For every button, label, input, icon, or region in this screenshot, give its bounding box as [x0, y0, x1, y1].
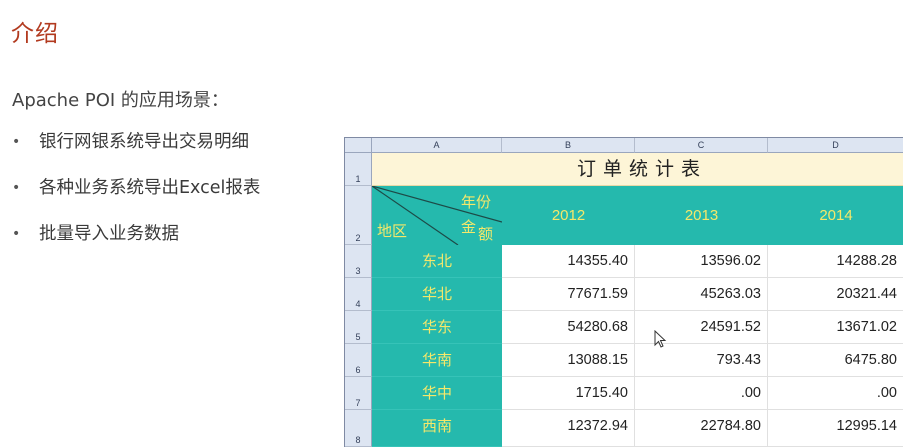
value-cell[interactable]: 14288.28: [768, 245, 903, 278]
value-cell[interactable]: 12372.94: [502, 410, 635, 447]
value-cell[interactable]: 24591.52: [635, 311, 768, 344]
select-all-corner[interactable]: [345, 138, 372, 153]
value-cell[interactable]: 1715.40: [502, 377, 635, 410]
bullet-text: 各种业务系统导出Excel报表: [39, 178, 261, 198]
row-header-7[interactable]: 7: [345, 377, 372, 410]
region-cell[interactable]: 西南: [372, 410, 502, 447]
column-header-d[interactable]: D: [768, 138, 903, 153]
value-cell[interactable]: 6475.80: [768, 344, 903, 377]
column-header-a[interactable]: A: [372, 138, 502, 153]
region-cell[interactable]: 华南: [372, 344, 502, 377]
bullet-list: • 银行网银系统导出交易明细 • 各种业务系统导出Excel报表 • 批量导入业务数据: [12, 131, 260, 269]
header-year-label: 年份: [461, 194, 492, 211]
spreadsheet-image: A B C D 1 2 3 4 5 6 7 8 订单统计表 年份 金 额 地区 …: [344, 137, 903, 447]
list-item: • 批量导入业务数据: [12, 223, 260, 269]
value-cell[interactable]: 77671.59: [502, 278, 635, 311]
year-header-cell[interactable]: 2014: [819, 207, 853, 224]
bullet-icon: •: [12, 226, 21, 242]
header-row: [372, 186, 903, 245]
bullet-text: 银行网银系统导出交易明细: [39, 132, 249, 152]
page-subtitle: Apache POI 的应用场景：: [12, 90, 229, 111]
bullet-text: 批量导入业务数据: [39, 224, 179, 244]
region-cell[interactable]: 东北: [372, 245, 502, 278]
value-cell[interactable]: 22784.80: [635, 410, 768, 447]
value-cell[interactable]: 20321.44: [768, 278, 903, 311]
diagonal-header-cell[interactable]: 年份 金 额 地区: [372, 186, 502, 245]
year-header-cell[interactable]: 2012: [551, 207, 586, 224]
list-item: • 银行网银系统导出交易明细: [12, 131, 260, 177]
region-cell[interactable]: 华东: [372, 311, 502, 344]
value-cell[interactable]: 13596.02: [635, 245, 768, 278]
value-cell[interactable]: 54280.68: [502, 311, 635, 344]
row-header-1[interactable]: 1: [345, 153, 372, 186]
row-header-2[interactable]: 2: [345, 186, 372, 245]
header-amount-label: 金: [461, 219, 477, 236]
bullet-icon: •: [12, 180, 21, 196]
table-title-cell[interactable]: 订单统计表: [372, 153, 903, 186]
row-header-6[interactable]: 6: [345, 344, 372, 377]
list-item: • 各种业务系统导出Excel报表: [12, 177, 260, 223]
header-region-label: 地区: [377, 223, 408, 240]
header-amount-label-2: 额: [478, 226, 494, 243]
value-cell[interactable]: .00: [635, 377, 768, 410]
region-cell[interactable]: 华中: [372, 377, 502, 410]
bullet-icon: •: [12, 134, 21, 150]
row-header-4[interactable]: 4: [345, 278, 372, 311]
row-header-3[interactable]: 3: [345, 245, 372, 278]
diagonal-lines: [372, 186, 502, 245]
mouse-pointer-icon: [654, 330, 667, 348]
row-header-8[interactable]: 8: [345, 410, 372, 447]
value-cell[interactable]: 13671.02: [768, 311, 903, 344]
value-cell[interactable]: 14355.40: [502, 245, 635, 278]
value-cell[interactable]: 13088.15: [502, 344, 635, 377]
row-header-5[interactable]: 5: [345, 311, 372, 344]
column-header-c[interactable]: C: [635, 138, 768, 153]
region-cell[interactable]: 华北: [372, 278, 502, 311]
column-header-b[interactable]: B: [502, 138, 635, 153]
page-title: 介绍: [11, 21, 59, 47]
value-cell[interactable]: 45263.03: [635, 278, 768, 311]
value-cell[interactable]: 793.43: [635, 344, 768, 377]
value-cell[interactable]: 12995.14: [768, 410, 903, 447]
year-header-cell[interactable]: 2013: [684, 207, 719, 224]
value-cell[interactable]: .00: [768, 377, 903, 410]
